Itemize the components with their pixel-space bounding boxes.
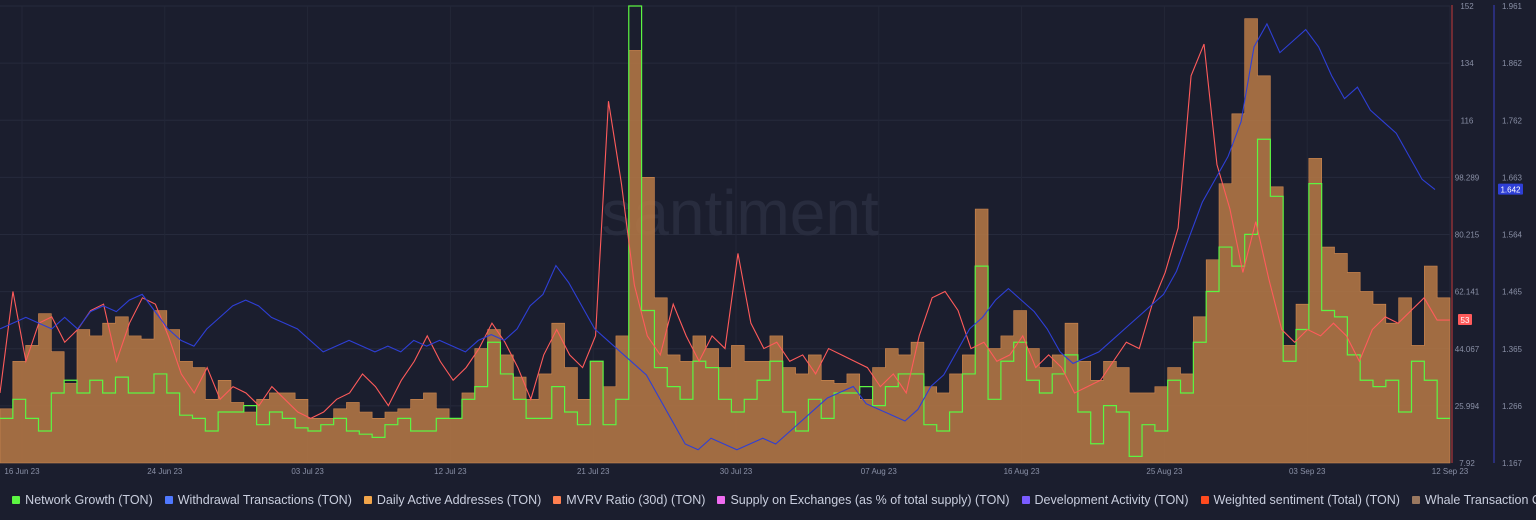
legend-swatch	[1411, 496, 1420, 504]
whale-transaction-series	[0, 18, 1451, 464]
legend-swatch	[12, 496, 21, 504]
legend-item[interactable]: Development Activity (TON)	[1021, 493, 1189, 507]
x-tick-label: 30 Jul 23	[720, 467, 753, 476]
mvrv-ratio-series	[0, 43, 1450, 419]
withdrawal-transactions-series	[0, 22, 1436, 451]
legend-item[interactable]: MVRV Ratio (30d) (TON)	[553, 493, 705, 507]
mvrv-value-badge	[1458, 314, 1472, 326]
y-right-tick-label: 1.762	[1502, 116, 1523, 125]
current-value-badges: 53 1.642	[1458, 183, 1523, 326]
y-right-tick-label: 1.862	[1502, 59, 1523, 68]
x-tick-label: 12 Jul 23	[434, 467, 467, 476]
legend-label: MVRV Ratio (30d) (TON)	[566, 493, 706, 507]
legend-label: Development Activity (TON)	[1034, 493, 1189, 507]
y-right-tick-label: 1.663	[1502, 173, 1523, 182]
y-left-tick-label: 98.289	[1455, 173, 1480, 182]
x-tick-label: 03 Sep 23	[1289, 467, 1326, 476]
chart-legend: )Network Growth (TON)Withdrawal Transact…	[0, 486, 1536, 514]
legend-label: Supply on Exchanges (as % of total suppl…	[730, 493, 1010, 507]
legend-swatch	[717, 496, 726, 504]
x-tick-label: 25 Aug 23	[1146, 467, 1183, 476]
x-tick-label: 07 Aug 23	[861, 467, 898, 476]
y-left-tick-label: 25.994	[1455, 402, 1480, 411]
withdrawal-line	[0, 22, 1436, 451]
network-growth-line	[0, 5, 1450, 458]
legend-item[interactable]: Network Growth (TON)	[12, 493, 153, 507]
y-right-axis-ticks: 1.961 1.862 1.762 1.663 1.564 1.465 1.365 1.266…	[1502, 2, 1523, 468]
y-right-tick-label: 1.365	[1502, 345, 1523, 354]
y-left-tick-label: 7.92	[1459, 459, 1475, 468]
y-right-tick-label: 1.961	[1502, 2, 1523, 11]
withdrawal-value-badge-text: 1.642	[1500, 186, 1521, 195]
y-left-tick-label: 62.141	[1455, 288, 1480, 297]
legend-item[interactable]: Supply on Exchanges (as % of total suppl…	[717, 493, 1010, 507]
legend-label: Withdrawal Transactions (TON)	[177, 493, 352, 507]
network-growth-series	[0, 5, 1450, 458]
x-tick-label: 16 Aug 23	[1004, 467, 1041, 476]
legend-item[interactable]: Weighted sentiment (Total) (TON)	[1200, 493, 1400, 507]
y-left-tick-label: 134	[1460, 59, 1474, 68]
y-right-tick-label: 1.266	[1502, 402, 1523, 411]
y-right-tick-label: 1.465	[1502, 288, 1523, 297]
legend-label: Whale Transaction Count (>100k USD) (TON…	[1424, 493, 1536, 507]
y-right-tick-label: 1.564	[1502, 231, 1523, 240]
x-tick-label: 16 Jun 23	[4, 467, 40, 476]
legend-label: Network Growth (TON)	[25, 493, 153, 507]
legend-swatch	[363, 496, 372, 504]
x-tick-label: 21 Jul 23	[577, 467, 610, 476]
y-left-tick-label: 116	[1461, 116, 1474, 125]
mvrv-value-badge-text: 53	[1461, 316, 1470, 325]
y-left-axis-ticks: 152 134 116 98.289 80.215 62.141 44.067 25.994 7…	[1455, 2, 1480, 468]
x-tick-label: 24 Jun 23	[147, 467, 183, 476]
y-left-tick-label: 80.215	[1455, 231, 1480, 240]
legend-item[interactable]: Whale Transaction Count (>100k USD) (TON…	[1411, 493, 1536, 507]
y-right-tick-label: 1.167	[1502, 459, 1523, 468]
x-tick-label: 03 Jul 23	[291, 467, 324, 476]
y-left-tick-label: 44.067	[1455, 345, 1480, 354]
legend-item[interactable]: Withdrawal Transactions (TON)	[164, 493, 352, 507]
y-left-tick-label: 152	[1460, 2, 1474, 11]
legend-swatch	[553, 496, 562, 504]
legend-swatch	[1200, 496, 1209, 504]
legend-swatch	[164, 496, 173, 504]
withdrawal-value-badge	[1498, 183, 1523, 195]
mvrv-line	[0, 43, 1450, 419]
legend-label: Weighted sentiment (Total) (TON)	[1213, 493, 1400, 507]
whale-area	[0, 18, 1451, 464]
legend-swatch	[1021, 496, 1030, 504]
chart-plot: santiment 16 Jun 23 24 Jun 23 03 Jul 23 12 …	[0, 2, 1523, 476]
legend-item[interactable]: Daily Active Addresses (TON)	[363, 493, 542, 507]
x-axis-ticks: 16 Jun 23 24 Jun 23 03 Jul 23 12 Jul 23 21 J…	[4, 467, 1468, 476]
x-tick-label: 12 Sep 23	[1432, 467, 1469, 476]
legend-label: Daily Active Addresses (TON)	[376, 493, 542, 507]
